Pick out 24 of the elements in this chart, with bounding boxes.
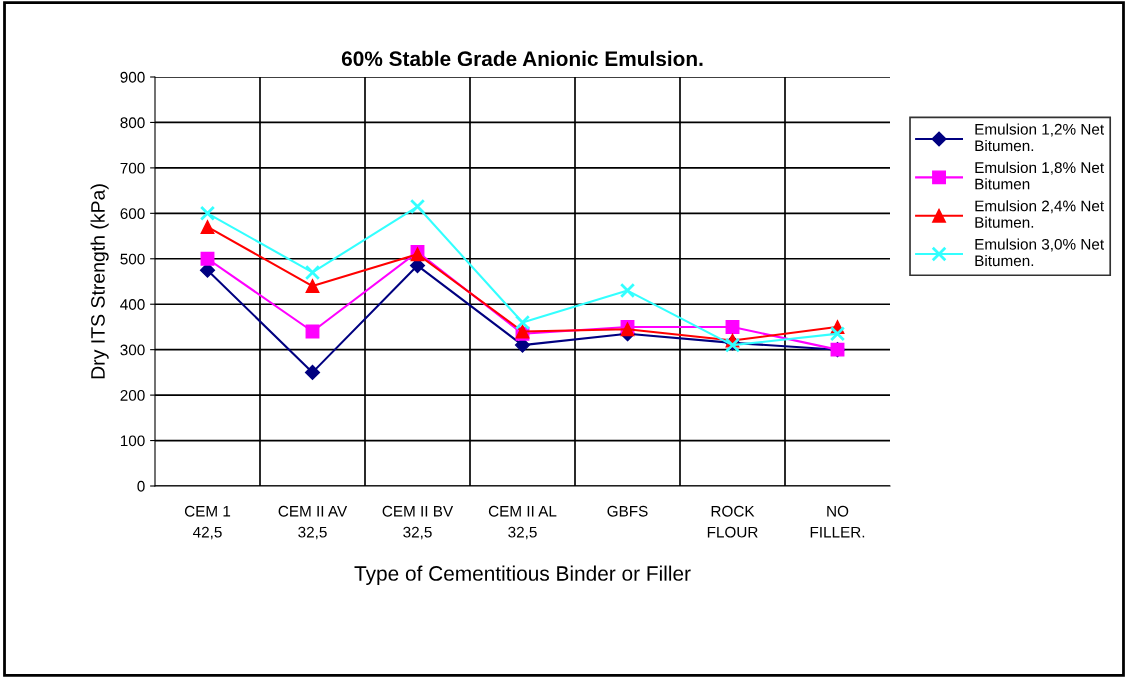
y-tick-label: 500 [120, 253, 145, 265]
legend-label: Emulsion 1,8% Net Bitumen [975, 161, 1104, 190]
y-tick-label: 100 [120, 435, 145, 447]
x-tick-label: CEM 1 42,5 [184, 505, 231, 540]
x-tick-label: NO FILLER. [810, 505, 865, 538]
x-tick-label: CEM II BV 32,5 [382, 505, 454, 540]
y-tick-label: 600 [120, 208, 145, 220]
x-axis-title: Type of Cementitious Binder or Filler [354, 565, 691, 585]
y-tick-label: 300 [120, 344, 145, 356]
x-tick-label: CEM II AV 32,5 [278, 505, 348, 540]
chart-title: 60% Stable Grade Anionic Emulsion. [341, 50, 703, 67]
y-tick-label: 0 [137, 480, 145, 492]
x-tick-label: CEM II AL 32,5 [488, 505, 557, 540]
legend-label: Emulsion 1,2% Net Bitumen. [975, 123, 1104, 152]
legend-label: Emulsion 2,4% Net Bitumen. [975, 200, 1104, 228]
y-tick-label: 900 [120, 71, 145, 83]
y-tick-label: 400 [120, 299, 145, 310]
y-axis-title: Dry ITS Strength (kPa) [90, 184, 109, 379]
y-tick-label: 700 [120, 162, 145, 174]
x-tick-label: GBFS [607, 505, 648, 517]
legend-label: Emulsion 3,0% Net Bitumen. [975, 238, 1104, 267]
y-tick-label: 200 [120, 389, 145, 401]
x-tick-label: ROCK FLOUR [707, 505, 758, 538]
y-tick-label: 800 [120, 117, 145, 129]
